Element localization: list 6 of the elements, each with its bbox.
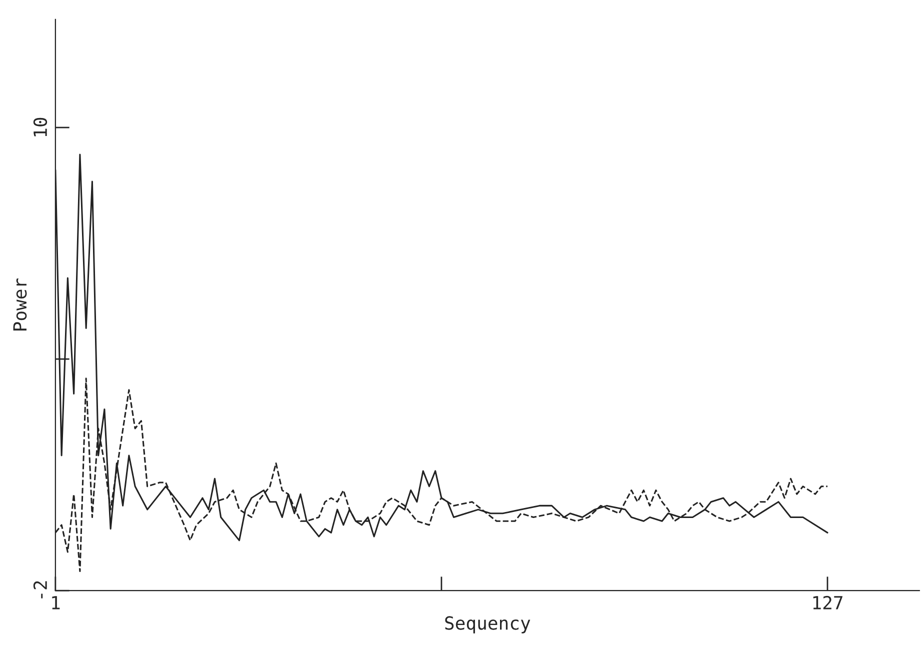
x-tick-label: 127 — [813, 596, 842, 610]
x-tick-label: 1 — [52, 596, 60, 610]
y-axis-title: Power — [13, 278, 27, 330]
y-tick-label: 10 — [33, 118, 48, 136]
x-axis-title: Sequency — [445, 616, 530, 634]
y-tick-label: -2 — [33, 581, 47, 598]
